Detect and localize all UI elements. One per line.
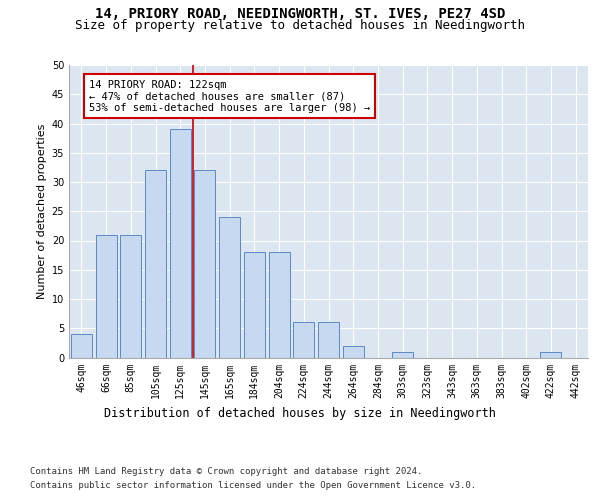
Bar bbox=[145, 170, 166, 358]
Bar bbox=[392, 352, 413, 358]
Text: 14 PRIORY ROAD: 122sqm
← 47% of detached houses are smaller (87)
53% of semi-det: 14 PRIORY ROAD: 122sqm ← 47% of detached… bbox=[89, 80, 370, 113]
Bar bbox=[170, 130, 191, 358]
Text: Distribution of detached houses by size in Needingworth: Distribution of detached houses by size … bbox=[104, 408, 496, 420]
Bar bbox=[71, 334, 92, 357]
Bar bbox=[244, 252, 265, 358]
Bar bbox=[269, 252, 290, 358]
Bar bbox=[343, 346, 364, 358]
Bar bbox=[318, 322, 339, 358]
Text: 14, PRIORY ROAD, NEEDINGWORTH, ST. IVES, PE27 4SD: 14, PRIORY ROAD, NEEDINGWORTH, ST. IVES,… bbox=[95, 8, 505, 22]
Y-axis label: Number of detached properties: Number of detached properties bbox=[37, 124, 47, 299]
Text: Contains public sector information licensed under the Open Government Licence v3: Contains public sector information licen… bbox=[30, 481, 476, 490]
Bar bbox=[541, 352, 562, 358]
Bar bbox=[194, 170, 215, 358]
Bar bbox=[95, 234, 116, 358]
Bar bbox=[120, 234, 141, 358]
Text: Size of property relative to detached houses in Needingworth: Size of property relative to detached ho… bbox=[75, 18, 525, 32]
Bar bbox=[293, 322, 314, 358]
Bar bbox=[219, 217, 240, 358]
Text: Contains HM Land Registry data © Crown copyright and database right 2024.: Contains HM Land Registry data © Crown c… bbox=[30, 468, 422, 476]
